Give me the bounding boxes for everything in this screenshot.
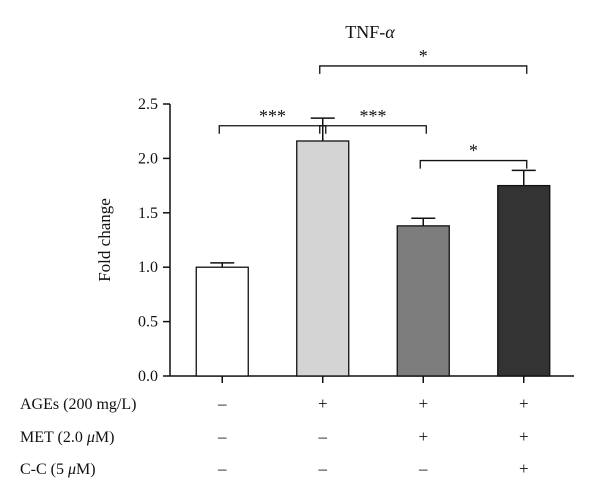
- bar: [195, 266, 249, 377]
- y-tick-label: 1.0: [138, 259, 158, 276]
- treatment-mark: +: [418, 394, 428, 413]
- treatment-mark: –: [217, 427, 227, 446]
- chart-title: TNF-α: [345, 22, 395, 42]
- bar: [497, 184, 551, 377]
- y-tick-label: 2.5: [138, 96, 158, 113]
- significance-label: ***: [259, 106, 286, 126]
- treatment-row-label: MET (2.0 μM): [20, 429, 114, 446]
- treatment-mark: –: [217, 394, 227, 413]
- treatment-mark: +: [318, 394, 328, 413]
- treatment-mark: –: [217, 459, 227, 478]
- y-axis-label: Fold change: [95, 198, 114, 282]
- y-tick-label: 1.5: [138, 205, 158, 222]
- treatment-mark: +: [519, 394, 529, 413]
- bar: [296, 140, 350, 377]
- significance-bracket: [419, 159, 528, 169]
- treatment-mark: –: [318, 427, 328, 446]
- treatment-mark: +: [519, 427, 529, 446]
- treatment-row-label: C-C (5 μM): [20, 461, 96, 478]
- significance-label: *: [469, 141, 478, 161]
- treatment-mark: –: [418, 459, 428, 478]
- bar: [396, 225, 450, 377]
- treatment-mark: +: [418, 427, 428, 446]
- treatment-mark: –: [318, 459, 328, 478]
- treatment-row-label: AGEs (200 mg/L): [20, 396, 136, 413]
- significance-label: ***: [360, 106, 387, 126]
- y-tick-label: 0.0: [138, 368, 158, 385]
- significance-bracket: [218, 125, 327, 134]
- y-tick-label: 2.0: [138, 150, 158, 167]
- significance-label: *: [419, 46, 428, 66]
- treatment-table: AGEs (200 mg/L) – + + + MET (2.0 μM) – – + + C-C (…: [20, 394, 529, 478]
- y-tick-label: 0.5: [138, 314, 158, 331]
- plot-area: 0.00.51.01.52.02.5*** *****: [138, 46, 574, 385]
- significance-bracket: [319, 125, 427, 134]
- treatment-mark: +: [519, 459, 529, 478]
- significance-bracket: [319, 65, 528, 74]
